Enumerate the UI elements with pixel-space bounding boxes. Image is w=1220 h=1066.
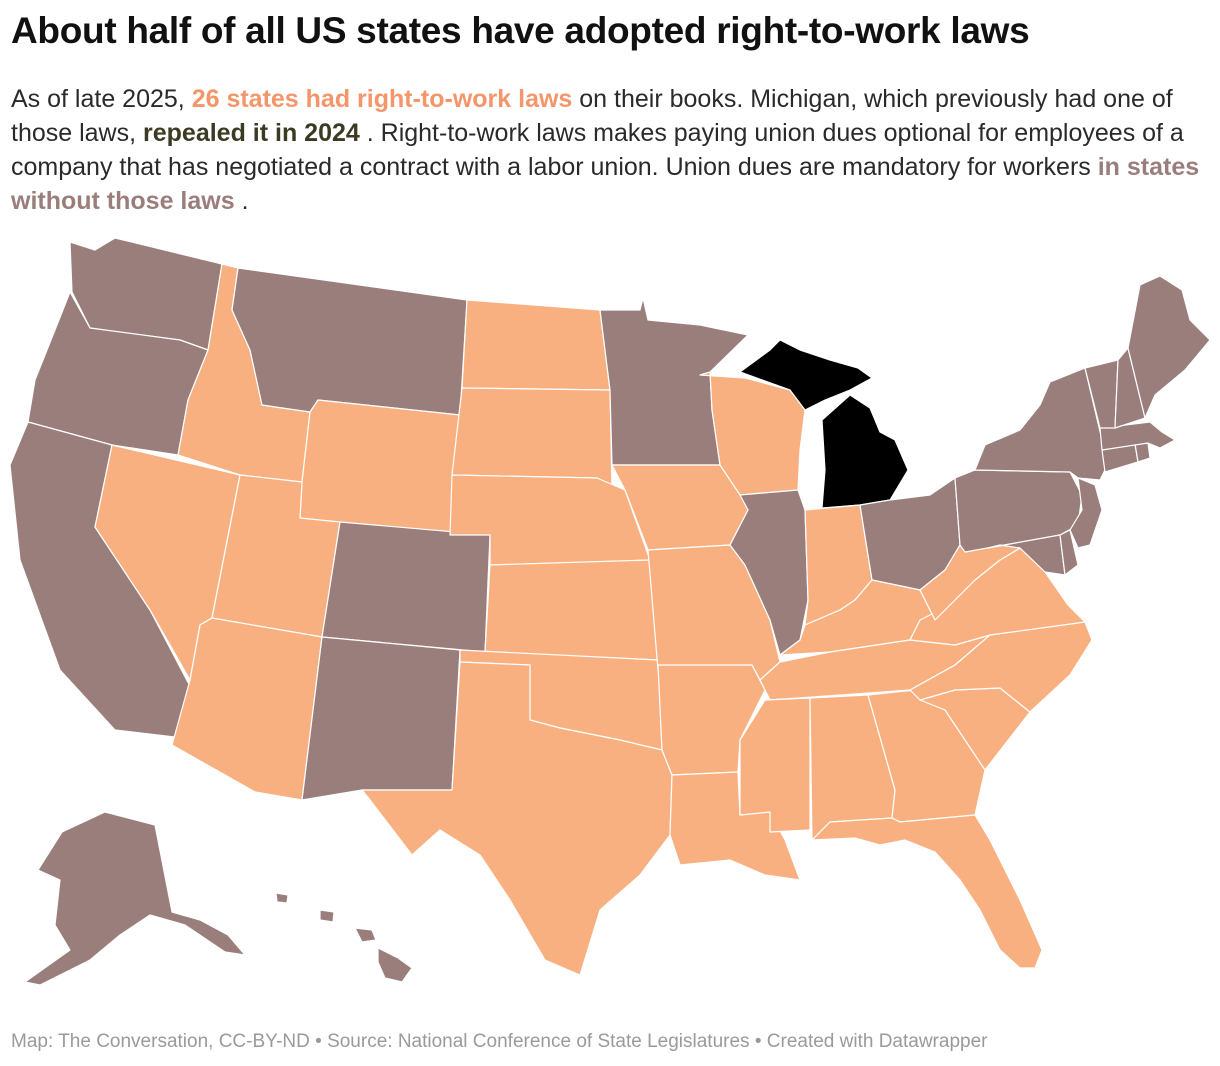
state-MT[interactable] [231,267,468,416]
footer-separator: • [309,1031,328,1052]
footer-source: Source: National Conference of State Leg… [327,1031,750,1052]
state-HI-big[interactable] [377,947,413,983]
us-states-map [9,237,1211,986]
state-NC[interactable] [909,621,1093,713]
state-RI[interactable] [1134,442,1151,463]
state-MI-upper[interactable] [739,339,873,411]
footer-tool: Created with Datawrapper [766,1031,988,1052]
state-TX[interactable] [361,661,673,976]
state-LA[interactable] [669,771,801,881]
state-NY[interactable] [974,367,1106,481]
state-SD[interactable] [451,387,613,491]
state-CO[interactable] [321,521,491,653]
desc-text-3: . Right-to-work laws makes paying union … [11,119,1184,181]
state-HI-maui[interactable] [354,927,377,943]
highlight-no-right-to-work: in states without those laws [11,153,1200,215]
footer-credit: Map: The Conversation, CC-BY-ND [11,1031,310,1052]
state-WY[interactable] [299,399,461,536]
state-MA[interactable] [1099,421,1176,451]
state-AR[interactable] [657,664,766,776]
state-MI-lower[interactable] [821,394,909,509]
state-KS[interactable] [484,559,659,661]
desc-text-4: . [234,187,249,215]
chart-title: About half of all US states have adopted… [11,10,1030,51]
state-AK[interactable] [24,811,246,986]
state-ME[interactable] [1127,275,1211,419]
state-MN[interactable] [599,297,749,466]
state-ND[interactable] [461,299,611,391]
desc-text-2: on their books. Michigan, which previous… [11,85,1173,147]
state-FL[interactable] [811,814,1043,969]
state-NJ[interactable] [1069,477,1103,549]
state-DE[interactable] [1059,529,1079,576]
state-HI-oahu[interactable] [319,909,335,923]
highlight-repealed: repealed it in 2024 [143,119,360,147]
state-NM[interactable] [301,636,461,801]
footer: Map: The Conversation, CC-BY-ND • Source… [11,1031,987,1053]
chart-description: As of late 2025, 26 states had right-to-… [11,82,1211,218]
desc-text-1: As of late 2025, [11,85,192,113]
state-HI-kauai[interactable] [275,892,289,904]
footer-separator: • [749,1031,767,1052]
highlight-right-to-work: 26 states had right-to-work laws [191,85,573,113]
